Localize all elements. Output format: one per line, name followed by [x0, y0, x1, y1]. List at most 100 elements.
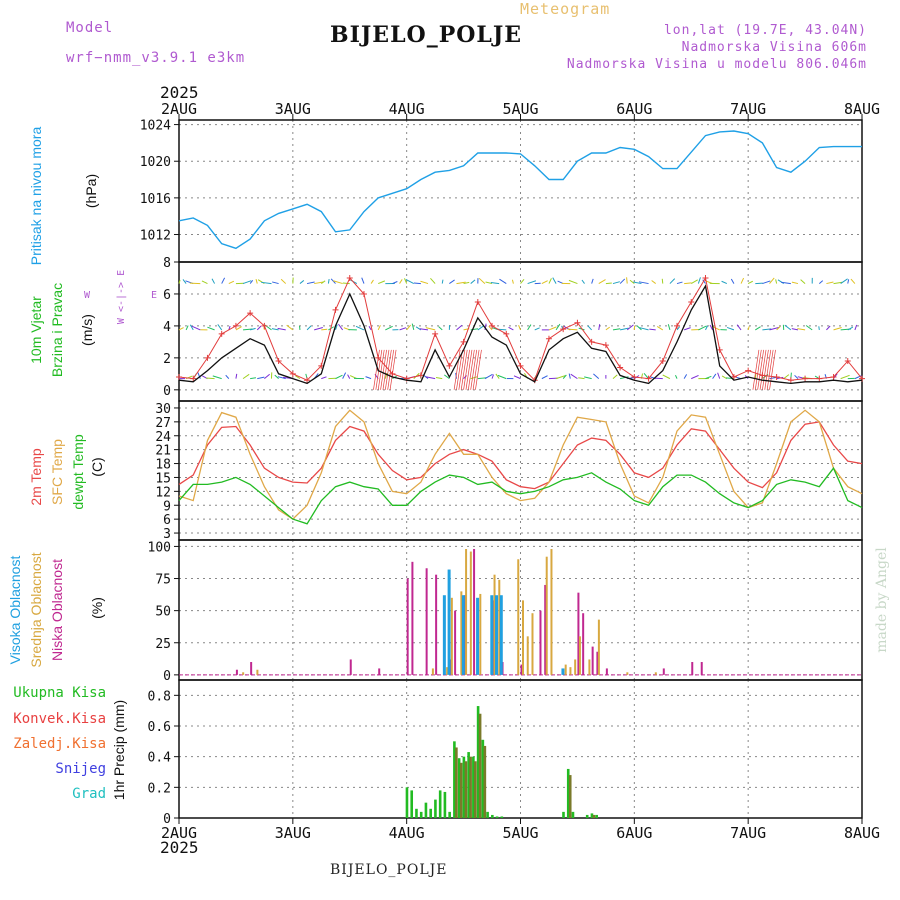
wind-arrow [684, 282, 692, 285]
cloud-bar [460, 591, 463, 675]
wind-arrow [712, 373, 717, 379]
wind-mean-line [178, 284, 863, 385]
gust-hatch [453, 349, 461, 390]
panel-precip: 0 0.2 0.4 0.6 0.8 [148, 679, 863, 827]
wind-arrow [274, 374, 279, 379]
wind-arrow [691, 374, 699, 380]
wind-gust-marker [787, 377, 794, 384]
wind-arrow [314, 281, 324, 285]
wind-gust-marker [190, 375, 197, 382]
wind-arrow [212, 375, 222, 380]
wind-arrow [306, 281, 315, 285]
wind-arrow [697, 277, 701, 284]
wind-arrow [250, 327, 256, 331]
wind-arrow [217, 324, 223, 331]
wind-arrow [781, 281, 791, 285]
cloud-bar [498, 579, 501, 675]
gust-hatch [757, 349, 764, 390]
y-tick-label: 4 [163, 320, 171, 335]
gust-hatch [754, 349, 762, 390]
wind-gust-marker [674, 322, 681, 329]
wind-arrow [705, 325, 708, 331]
wind-arrow [347, 374, 351, 379]
wind-arrow [189, 324, 194, 331]
cloud-bar [517, 559, 520, 675]
wind-arrow [206, 377, 215, 380]
y-tick-label: 0 [163, 384, 171, 399]
wind-arrow [392, 281, 398, 285]
wind-arrow [449, 279, 455, 284]
cloud-bar [550, 548, 553, 675]
precip-bar [585, 814, 589, 818]
cloud-bar [495, 595, 499, 675]
wind-arrow [769, 277, 775, 284]
wind-arrow [377, 325, 381, 331]
wind-gust-marker [560, 326, 567, 333]
y-tick-label: 0.4 [148, 751, 172, 766]
precip-bar [462, 756, 466, 818]
wind-arrow [629, 279, 635, 284]
temp-line-2 [178, 466, 863, 525]
wind-arrow [619, 278, 626, 284]
wind-arrow [705, 375, 712, 380]
wind-gust-marker [816, 375, 823, 382]
wind-arrow [272, 281, 279, 285]
cloud-bar [235, 669, 238, 675]
wind-arrow [762, 280, 771, 285]
cloud-bar [476, 597, 480, 675]
wind-arrow [747, 326, 750, 331]
cloud-bar [578, 636, 581, 675]
precip-bar [495, 816, 499, 818]
wind-arrow [249, 279, 254, 284]
wind-arrow [721, 280, 728, 285]
wind-arrow [355, 325, 365, 331]
cloud-bar [654, 672, 657, 675]
wind-arrow [335, 374, 343, 380]
precip-bar [483, 745, 487, 818]
wind-arrow [327, 279, 330, 284]
cloud-bar [499, 595, 503, 675]
wind-arrow [191, 325, 201, 331]
wind-arrow [570, 373, 578, 380]
y-tick-label: 12 [155, 485, 171, 500]
wind-arrow [555, 323, 561, 331]
wind-arrow [783, 374, 790, 380]
precip-bar [592, 814, 596, 818]
wind-arrow [541, 280, 548, 285]
wind-arrow [776, 325, 781, 331]
wind-arrow [295, 375, 301, 380]
cloud-bar [691, 662, 694, 675]
cloud-bar [411, 561, 414, 675]
wind-arrow [425, 327, 436, 331]
precip-bar [568, 775, 572, 818]
precip-bar [478, 713, 482, 818]
wind-gust-marker [844, 358, 851, 365]
wind-gust-marker [218, 330, 225, 337]
wind-arrow [620, 327, 629, 331]
wind-arrow [314, 327, 323, 331]
precip-bar [405, 787, 409, 818]
wind-arrow [399, 279, 403, 284]
panel-frame [178, 679, 863, 819]
wind-arrow [299, 280, 305, 284]
wind-gust-marker [289, 370, 296, 377]
wind-arrow [541, 375, 548, 380]
x-tick-label-top: 7AUG [730, 100, 766, 118]
cloud-bar [469, 551, 472, 675]
wind-arrow [818, 326, 820, 330]
gust-hatch [382, 349, 390, 390]
compass-w: W [84, 290, 91, 301]
wind-gust-marker [574, 319, 581, 326]
cloud-bar [446, 667, 449, 675]
wind-arrow [527, 324, 532, 331]
gust-hatch [375, 349, 383, 390]
wind-arrow [335, 324, 338, 331]
precip-bar [410, 790, 414, 818]
wind-arrow [520, 278, 525, 284]
x-tick-label-top: 2AUG [161, 100, 197, 118]
precip-bar [459, 762, 463, 818]
wind-arrow [225, 374, 230, 379]
wind-arrow [207, 326, 215, 331]
wind-arrow [676, 281, 683, 285]
